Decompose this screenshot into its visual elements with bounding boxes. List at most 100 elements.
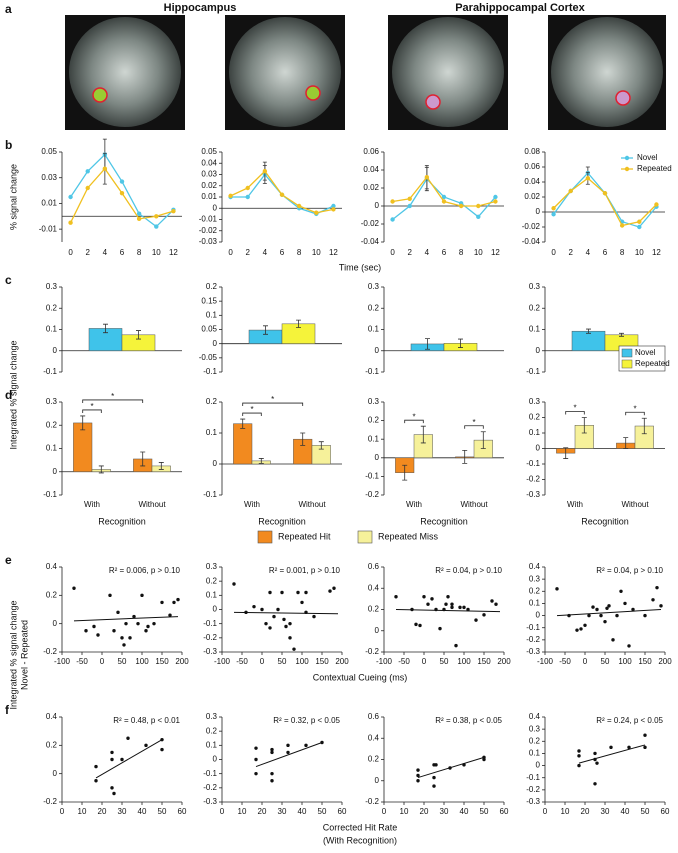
data-point bbox=[332, 586, 336, 590]
y-tick-label: -0.3 bbox=[203, 797, 217, 806]
y-tick-label: -0.04 bbox=[522, 237, 541, 246]
chart: -0.04 -0.02 0 0.02 0.04 0.06 0.08 0 2 4 6 8 10 12 Nove… bbox=[522, 147, 672, 257]
data-point bbox=[595, 607, 599, 612]
legend-swatch bbox=[357, 530, 373, 544]
y-tick-label: 0.1 bbox=[368, 325, 380, 334]
x-tick-label: 50 bbox=[440, 657, 449, 666]
data-point bbox=[390, 217, 395, 222]
data-point bbox=[390, 199, 395, 204]
x-axis-label: Recognition bbox=[420, 516, 468, 526]
trend-line bbox=[578, 744, 646, 764]
data-point bbox=[171, 208, 176, 214]
y-tick-label: -0.2 bbox=[526, 785, 540, 794]
data-point bbox=[244, 610, 248, 615]
y-tick-label: 0 bbox=[536, 207, 541, 216]
x-tick-label: 0 bbox=[68, 248, 73, 257]
chart: -0.3 -0.2 -0.1 0 0.1 0.2 0.3 0.4 -100 -50 0 50 100 15… bbox=[526, 562, 672, 666]
data-point bbox=[136, 621, 140, 626]
data-point bbox=[110, 786, 114, 790]
brain-slice bbox=[69, 17, 181, 127]
x-tick-label: 40 bbox=[138, 807, 147, 816]
chart: -0.3 -0.2 -0.1 0 0.1 0.2 0.3 With Without * * bbox=[526, 397, 665, 509]
data-point bbox=[619, 223, 625, 228]
x-tick-label: 2 bbox=[568, 248, 573, 257]
y-tick-label: 0 bbox=[53, 769, 58, 778]
data-point bbox=[643, 745, 647, 750]
data-point bbox=[270, 747, 274, 752]
error-bar bbox=[80, 415, 86, 431]
data-point bbox=[577, 749, 581, 753]
x-tick-label: 150 bbox=[638, 657, 652, 666]
y-tick-label: 0.3 bbox=[529, 282, 541, 291]
data-point bbox=[591, 605, 595, 609]
data-point bbox=[116, 610, 120, 615]
data-point bbox=[140, 593, 144, 598]
data-point bbox=[284, 624, 288, 629]
data-point bbox=[493, 199, 498, 204]
data-point bbox=[85, 185, 90, 191]
error-bar bbox=[623, 437, 629, 449]
x-tick-label: 0 bbox=[100, 657, 105, 666]
significance-label: * bbox=[271, 395, 274, 404]
data-point bbox=[280, 590, 284, 595]
error-bar bbox=[425, 338, 430, 350]
data-point bbox=[252, 604, 256, 609]
y-tick-label: 0.15 bbox=[201, 296, 217, 305]
x-tick-label: 50 bbox=[278, 657, 287, 666]
roi-circle bbox=[305, 85, 321, 101]
x-tick-label: With bbox=[406, 500, 422, 509]
legend-label: Repeated bbox=[635, 359, 670, 368]
x-tick-label: 4 bbox=[263, 248, 268, 257]
y-tick-label: 0.1 bbox=[529, 749, 541, 758]
data-point bbox=[432, 784, 436, 788]
data-point bbox=[304, 743, 308, 748]
panel-letter: f bbox=[5, 703, 10, 717]
brain-slice bbox=[392, 17, 504, 127]
y-tick-label: 0.4 bbox=[368, 583, 380, 592]
x-tick-label: 2 bbox=[85, 248, 90, 257]
y-tick-label: -0.02 bbox=[361, 219, 380, 228]
y-tick-label: 0.03 bbox=[201, 170, 217, 179]
data-point bbox=[585, 176, 591, 181]
data-point bbox=[416, 779, 420, 783]
x-tick-label: 12 bbox=[491, 248, 500, 257]
significance-bracket bbox=[625, 411, 645, 416]
data-point bbox=[424, 175, 430, 180]
y-tick-label: -0.1 bbox=[203, 367, 217, 376]
data-point bbox=[643, 733, 647, 737]
chart: -0.1 0 0.1 0.2 0.3 bbox=[365, 282, 504, 376]
y-tick-label: 0.2 bbox=[46, 740, 58, 749]
annotation: R² = 0.32, p < 0.05 bbox=[273, 716, 340, 725]
y-tick-label: 0.3 bbox=[368, 282, 380, 291]
data-point bbox=[144, 743, 148, 748]
x-tick-label: 50 bbox=[641, 807, 650, 816]
chart: -0.1 0 0.1 0.2 0.3 With Without * * bbox=[43, 392, 182, 509]
y-tick-label: 0.6 bbox=[368, 712, 380, 721]
error-bar bbox=[318, 441, 324, 450]
roi-circle bbox=[92, 87, 108, 103]
chart: -0.04 -0.02 0 0.02 0.04 0.06 0 2 4 6 8 10 12 bbox=[361, 147, 504, 257]
x-axis-label: Recognition bbox=[98, 516, 146, 526]
trend-line bbox=[73, 616, 179, 622]
x-axis-label: Corrected Hit Rate bbox=[323, 822, 398, 832]
error-bar bbox=[240, 418, 246, 429]
legend-label: Repeated bbox=[637, 164, 672, 173]
data-point bbox=[160, 747, 164, 752]
annotation: R² = 0.006, p > 0.10 bbox=[109, 566, 181, 575]
data-point bbox=[122, 643, 126, 647]
panel-letter: b bbox=[5, 138, 12, 152]
y-tick-label: 0.2 bbox=[529, 413, 541, 422]
data-point bbox=[444, 602, 448, 606]
error-bar bbox=[458, 338, 463, 348]
trend-line bbox=[233, 611, 339, 615]
x-tick-label: 40 bbox=[298, 807, 307, 816]
error-bar bbox=[103, 323, 108, 334]
x-tick-label: 30 bbox=[278, 807, 287, 816]
x-tick-label: -100 bbox=[214, 657, 231, 666]
y-tick-label: 0 bbox=[536, 611, 541, 620]
x-tick-label: 100 bbox=[618, 657, 632, 666]
data-point bbox=[282, 617, 286, 622]
y-tick-label: 0.4 bbox=[46, 562, 58, 571]
data-point bbox=[84, 629, 88, 633]
